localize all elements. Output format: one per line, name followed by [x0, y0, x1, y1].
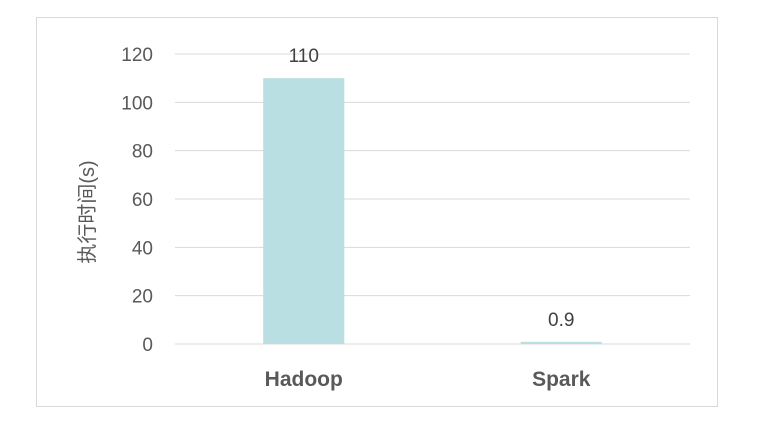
- y-tick-label: 40: [132, 238, 153, 259]
- y-axis-ticks: 0 20 40 60 80 100 120: [121, 45, 153, 356]
- x-axis-categories: Hadoop Spark: [265, 368, 591, 391]
- y-tick-label: 120: [121, 45, 153, 66]
- category-label-spark: Spark: [532, 368, 591, 391]
- data-label-hadoop: 110: [289, 46, 319, 67]
- bar-hadoop: [263, 78, 345, 345]
- y-tick-label: 60: [132, 190, 153, 211]
- y-tick-label: 20: [132, 287, 153, 308]
- bar-spark: [520, 341, 602, 344]
- y-tick-label: 80: [132, 142, 153, 163]
- chart-frame: [36, 17, 718, 407]
- y-axis-title: 执行时间(s): [76, 160, 99, 263]
- y-tick-label: 0: [142, 335, 153, 356]
- category-label-hadoop: Hadoop: [265, 368, 343, 391]
- data-label-spark: 0.9: [548, 310, 574, 331]
- bars: [263, 78, 602, 345]
- y-tick-label: 100: [121, 93, 153, 114]
- gridlines: [175, 53, 690, 345]
- data-labels: 110 0.9: [289, 46, 575, 331]
